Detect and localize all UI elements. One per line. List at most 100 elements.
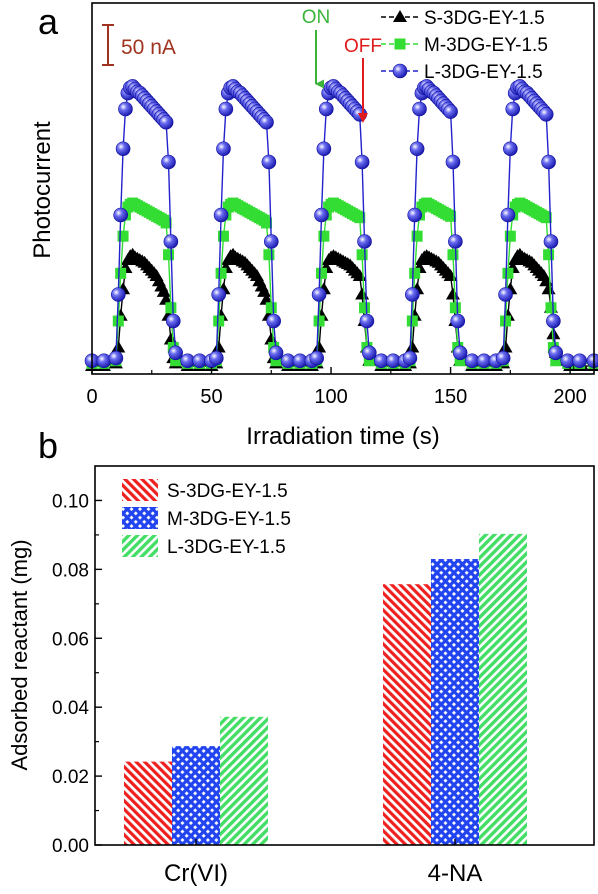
data-point <box>213 207 229 223</box>
panel-b-bars <box>124 533 527 845</box>
data-point <box>162 249 174 261</box>
panel-b: b 0.00 0.02 0.04 0.06 0.08 0.10 Cr(VI) 4-NA Ad… <box>7 425 595 887</box>
data-point <box>265 302 277 314</box>
data-point <box>409 267 421 279</box>
bar-L-3DG-EY-1.5-Cr(VI) <box>220 716 268 845</box>
panel-b-frame <box>94 465 595 846</box>
data-point <box>318 230 330 242</box>
data-point <box>450 313 466 329</box>
data-point <box>402 350 418 366</box>
data-point <box>405 340 420 353</box>
data-point <box>452 345 468 361</box>
data-point <box>215 267 227 279</box>
data-point <box>266 313 281 329</box>
data-point <box>546 313 561 329</box>
data-point <box>540 212 552 224</box>
data-point <box>545 302 557 314</box>
legend-marker <box>393 10 407 22</box>
data-point <box>454 355 466 367</box>
data-point <box>357 234 372 249</box>
data-point <box>163 234 179 249</box>
category-label: 4-NA <box>428 860 483 887</box>
data-point <box>261 217 273 229</box>
data-point <box>170 355 182 367</box>
panel-a-plot-area <box>84 79 598 372</box>
series-L-3DG-EY-1.5 <box>84 79 598 369</box>
data-point <box>158 114 174 130</box>
panel-b-y-axis-label: Adsorbed reactant (mg) <box>7 539 32 770</box>
data-point <box>586 353 598 369</box>
y-tick-label: 0.02 <box>52 767 89 788</box>
x-tick-label: 50 <box>200 386 222 408</box>
legend-label: M-3DG-EY-1.5 <box>167 509 291 530</box>
x-tick-label: 150 <box>434 386 467 408</box>
data-point <box>405 287 420 302</box>
legend-label: S-3DG-EY-1.5 <box>424 8 545 29</box>
data-point <box>115 141 131 157</box>
bar-S-3DG-EY-1.5-4-NA <box>383 584 431 845</box>
data-point <box>211 287 226 302</box>
data-point <box>259 114 274 130</box>
data-point <box>505 101 521 117</box>
panel-b-x-ticks: Cr(VI) 4-NA <box>164 839 482 887</box>
data-point <box>209 350 224 366</box>
data-point <box>445 154 461 170</box>
data-point <box>359 302 371 314</box>
data-point <box>259 292 274 305</box>
legend-swatch <box>122 535 158 557</box>
data-point <box>498 340 513 353</box>
data-point <box>316 141 332 157</box>
legend-label: L-3DG-EY-1.5 <box>424 62 543 83</box>
data-point <box>504 230 516 242</box>
data-point <box>500 315 512 327</box>
x-tick-label: 0 <box>86 386 97 408</box>
panel-b-label: b <box>38 425 58 466</box>
data-point <box>115 267 127 279</box>
data-point <box>211 340 226 353</box>
data-point <box>312 340 327 353</box>
data-point <box>363 355 375 367</box>
data-point <box>356 249 368 261</box>
data-point <box>445 210 457 222</box>
panel-a: a 0 50 100 150 200 Irradiation time (s) Phot… <box>29 1 598 450</box>
data-point <box>550 355 562 367</box>
legend-swatch <box>122 507 158 529</box>
panel-a-x-axis-label: Irradiation time (s) <box>246 423 439 450</box>
x-tick-label: 100 <box>314 386 347 408</box>
data-point <box>548 345 564 361</box>
data-point <box>313 315 325 327</box>
data-point <box>359 313 375 329</box>
data-point <box>543 249 555 261</box>
panel-a-legend: S-3DG-EY-1.5 M-3DG-EY-1.5 L-3DG-EY-1.5 <box>381 8 548 83</box>
data-point <box>572 353 587 369</box>
data-point <box>546 327 561 340</box>
series-S-3DG-EY-1.5 <box>85 247 598 372</box>
data-point <box>217 230 229 242</box>
legend-label: M-3DG-EY-1.5 <box>424 35 548 56</box>
scale-bar-label: 50 nA <box>121 36 176 59</box>
panel-a-label: a <box>38 1 59 42</box>
data-point <box>543 234 559 249</box>
bar-S-3DG-EY-1.5-Cr(VI) <box>124 761 172 845</box>
data-point <box>407 207 423 223</box>
y-tick-label: 0.08 <box>52 560 89 581</box>
data-point <box>160 217 172 229</box>
data-point <box>541 154 556 170</box>
bar-M-3DG-EY-1.5-4-NA <box>431 559 479 845</box>
data-point <box>263 234 279 249</box>
data-point <box>311 287 327 302</box>
data-point <box>411 230 423 242</box>
data-point <box>118 101 133 117</box>
off-arrowhead <box>358 113 368 123</box>
data-point <box>165 302 177 314</box>
category-label: Cr(VI) <box>164 860 228 887</box>
data-point <box>445 287 460 300</box>
y-tick-label: 0.06 <box>52 629 89 650</box>
legend-marker <box>394 38 406 50</box>
panel-b-legend: S-3DG-EY-1.5 M-3DG-EY-1.5 L-3DG-EY-1.5 <box>122 479 291 558</box>
panel-a-x-ticks: 0 50 100 150 200 <box>86 367 587 408</box>
data-point <box>314 207 329 223</box>
data-point <box>263 249 275 261</box>
off-annotation: OFF <box>344 36 382 123</box>
